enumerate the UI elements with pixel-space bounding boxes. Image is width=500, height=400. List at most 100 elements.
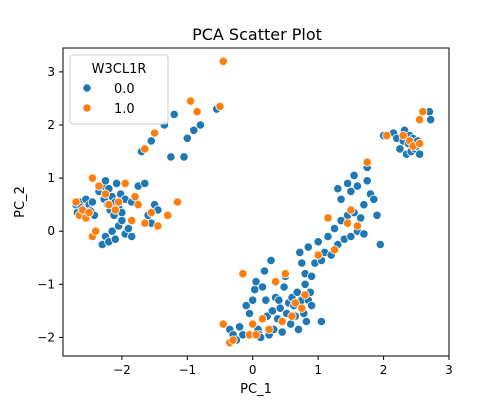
point-series0-52 xyxy=(182,133,192,143)
point-series0-59 xyxy=(241,300,251,311)
point-series1-31 xyxy=(238,269,248,279)
point-series1-16 xyxy=(133,200,143,210)
point-series1-44 xyxy=(313,250,323,260)
point-series1-48 xyxy=(346,205,356,215)
x-tick-label: 1 xyxy=(314,363,322,377)
point-series1-25 xyxy=(192,107,202,117)
point-series1-50 xyxy=(362,157,372,167)
point-series1-40 xyxy=(287,311,297,321)
point-series0-124 xyxy=(352,181,362,191)
point-series0-49 xyxy=(189,125,199,135)
point-series1-35 xyxy=(257,314,268,324)
point-series1-0 xyxy=(71,197,81,207)
point-series0-10 xyxy=(87,197,98,207)
legend-box xyxy=(69,54,169,125)
point-series0-149 xyxy=(426,115,436,125)
point-series1-57 xyxy=(418,107,428,117)
point-series1-38 xyxy=(277,316,287,327)
point-series1-21 xyxy=(172,197,183,207)
point-series1-37 xyxy=(270,277,281,287)
point-series0-30 xyxy=(110,234,120,244)
point-series0-117 xyxy=(356,213,366,223)
point-series0-39 xyxy=(140,178,150,188)
point-series0-114 xyxy=(346,231,356,242)
point-series0-15 xyxy=(100,176,111,186)
point-series1-19 xyxy=(153,221,163,231)
point-series1-8 xyxy=(94,181,104,191)
plot-frame xyxy=(62,47,450,357)
x-tick-label: 3 xyxy=(445,363,453,377)
point-series0-62 xyxy=(250,284,260,295)
y-tick-label: 2 xyxy=(47,118,55,132)
point-series1-30 xyxy=(228,335,238,345)
point-series0-34 xyxy=(123,224,133,234)
point-series0-73 xyxy=(267,306,277,316)
point-series0-32 xyxy=(117,216,127,226)
point-series0-79 xyxy=(277,327,287,337)
point-series0-120 xyxy=(336,194,346,204)
point-series0-119 xyxy=(333,184,343,194)
point-series1-23 xyxy=(150,128,160,138)
point-series0-90 xyxy=(295,247,305,257)
point-series1-46 xyxy=(329,245,340,255)
point-series1-22 xyxy=(140,144,150,154)
point-series0-125 xyxy=(359,200,369,210)
point-series0-98 xyxy=(316,316,326,327)
legend-title: W3CL1R xyxy=(92,62,147,77)
point-series1-39 xyxy=(280,269,290,279)
point-series0-93 xyxy=(300,279,310,289)
point-series0-129 xyxy=(372,210,382,220)
point-series0-99 xyxy=(297,258,307,268)
point-series0-101 xyxy=(303,242,313,252)
chart-title: PCA Scatter Plot xyxy=(192,25,322,44)
point-series1-15 xyxy=(130,192,140,202)
legend-marker-1 xyxy=(82,103,92,113)
y-tick-label: −2 xyxy=(37,330,55,344)
point-series1-43 xyxy=(300,290,310,300)
point-series0-84 xyxy=(286,319,296,329)
point-series1-34 xyxy=(251,330,261,340)
point-series0-53 xyxy=(166,152,176,162)
point-series1-17 xyxy=(140,218,150,228)
point-series0-69 xyxy=(261,295,271,305)
point-series0-72 xyxy=(266,255,276,265)
point-series0-45 xyxy=(146,136,156,146)
point-series1-51 xyxy=(382,131,392,141)
point-series0-80 xyxy=(279,282,289,292)
point-series0-29 xyxy=(107,226,117,236)
point-series0-136 xyxy=(395,144,405,154)
point-series1-42 xyxy=(297,303,307,313)
point-series1-52 xyxy=(398,131,408,141)
y-tick-label: −1 xyxy=(37,277,55,291)
point-series0-50 xyxy=(195,120,205,130)
point-series0-131 xyxy=(349,170,359,180)
point-series0-89 xyxy=(293,324,304,334)
y-tick-label: 1 xyxy=(47,171,55,185)
point-series0-121 xyxy=(342,178,353,188)
y-tick-label: 0 xyxy=(47,224,55,238)
point-series0-60 xyxy=(244,308,255,319)
point-series0-77 xyxy=(274,295,284,305)
point-series1-12 xyxy=(114,197,124,207)
point-series1-9 xyxy=(100,189,111,199)
point-series0-102 xyxy=(306,271,317,281)
x-axis-ticks: −2 −1 0 1 2 3 xyxy=(113,356,453,377)
point-series0-109 xyxy=(329,224,340,234)
point-series1-11 xyxy=(110,205,120,215)
point-series1-49 xyxy=(352,221,362,231)
point-series1-36 xyxy=(264,324,274,334)
point-series0-48 xyxy=(179,152,189,162)
point-series1-7 xyxy=(87,173,98,183)
point-series1-45 xyxy=(323,213,333,223)
x-tick-label: −1 xyxy=(178,363,196,377)
point-series1-56 xyxy=(414,115,425,125)
point-series1-27 xyxy=(218,56,228,66)
point-series0-118 xyxy=(359,229,369,239)
point-series1-28 xyxy=(218,319,228,329)
legend: W3CL1R 0.0 1.0 xyxy=(69,54,169,125)
point-series1-24 xyxy=(186,96,196,106)
point-series1-13 xyxy=(120,178,130,188)
point-series0-126 xyxy=(362,176,372,186)
point-series0-78 xyxy=(275,303,285,313)
